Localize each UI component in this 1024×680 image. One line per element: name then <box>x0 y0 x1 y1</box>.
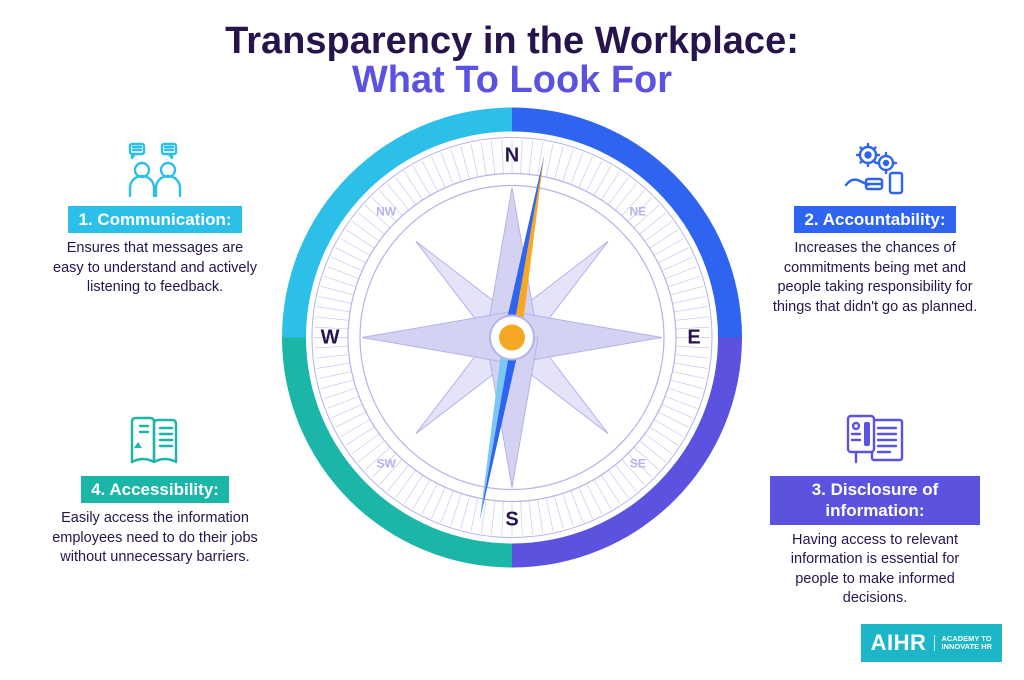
item-desc: Increases the chances of commitments bei… <box>770 239 980 317</box>
communication-icon <box>50 140 260 200</box>
svg-text:N: N <box>505 145 519 167</box>
svg-text:S: S <box>505 509 518 531</box>
title-main: Transparency in the Workplace: <box>0 20 1024 63</box>
item-label: 4. Accessibility: <box>81 476 229 503</box>
svg-text:NW: NW <box>376 205 397 219</box>
footer-badge: AIHR ACADEMY TOINNOVATE HR <box>861 624 1002 662</box>
item-label: 1. Communication: <box>68 206 241 233</box>
infographic-canvas: NESWNESESWNW 1. Communication: Ensures t… <box>0 110 1024 650</box>
compass: NESWNESESWNW <box>282 108 742 633</box>
item-accountability: 2. Accountability: Increases the chances… <box>770 140 980 318</box>
item-desc: Ensures that messages are easy to unders… <box>50 239 260 298</box>
item-disclosure: 3. Disclosure of information: Having acc… <box>770 410 980 609</box>
svg-text:W: W <box>321 327 340 349</box>
footer-brand: AIHR <box>871 630 927 656</box>
svg-text:SW: SW <box>376 456 396 470</box>
item-accessibility: 4. Accessibility: Easily access the info… <box>50 410 260 568</box>
item-desc: Easily access the information employees … <box>50 509 260 568</box>
svg-text:E: E <box>687 327 700 349</box>
disclosure-icon <box>770 410 980 470</box>
item-communication: 1. Communication: Ensures that messages … <box>50 140 260 298</box>
item-label: 2. Accountability: <box>794 206 955 233</box>
footer-tag: ACADEMY TOINNOVATE HR <box>934 635 992 652</box>
item-desc: Having access to relevant information is… <box>770 531 980 609</box>
accessibility-icon <box>50 410 260 470</box>
accountability-icon <box>770 140 980 200</box>
title-block: Transparency in the Workplace: What To L… <box>0 0 1024 102</box>
svg-text:NE: NE <box>630 205 647 219</box>
svg-text:SE: SE <box>630 456 646 470</box>
title-sub: What To Look For <box>0 59 1024 102</box>
item-label: 3. Disclosure of information: <box>770 476 980 525</box>
